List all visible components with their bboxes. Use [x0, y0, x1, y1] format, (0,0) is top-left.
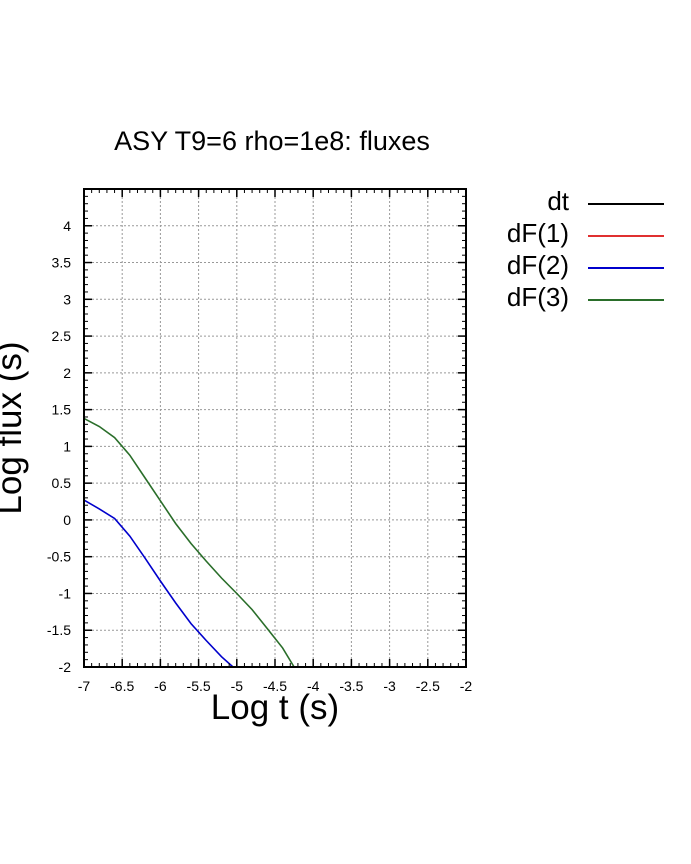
y-tick-label: 3 — [63, 291, 71, 307]
x-tick-label: -5.5 — [187, 678, 211, 694]
y-axis-title: Log flux (s) — [0, 341, 29, 514]
x-tick-label: -3.5 — [339, 678, 363, 694]
y-tick-label: 2.5 — [52, 328, 72, 344]
y-tick-label: 0 — [63, 512, 71, 528]
x-tick-labels: -7 -6.5 -6 -5.5 -5 -4.5 -4 -3.5 -3 -2.5 -2 — [78, 678, 473, 694]
legend-label: dt — [547, 186, 569, 216]
x-tick-label: -3 — [383, 678, 396, 694]
x-tick-label: -6.5 — [110, 678, 134, 694]
x-tick-label: -6 — [154, 678, 167, 694]
y-tick-label: 1 — [63, 438, 71, 454]
x-tick-label: -5 — [231, 678, 244, 694]
x-tick-label: -4.5 — [263, 678, 287, 694]
x-tick-label: -7 — [78, 678, 91, 694]
series-line-df3 — [83, 417, 295, 668]
series-line-df2 — [83, 499, 234, 668]
x-axis-title: Log t (s) — [211, 688, 339, 727]
y-tick-label: 0.5 — [52, 475, 72, 491]
x-tick-label: -2.5 — [416, 678, 440, 694]
legend-label: dF(1) — [507, 218, 569, 248]
grid — [84, 189, 466, 667]
plot-frame — [83, 188, 467, 668]
y-tick-label: 3.5 — [52, 255, 72, 271]
y-tick-label: -1.5 — [47, 622, 71, 638]
y-tick-label: -2 — [59, 659, 72, 675]
y-tick-label: 1.5 — [52, 402, 72, 418]
y-tick-label: 2 — [63, 365, 71, 381]
x-tick-label: -4 — [307, 678, 320, 694]
x-tick-label: -2 — [460, 678, 473, 694]
legend-label: dF(3) — [507, 282, 569, 312]
y-tick-label: -0.5 — [47, 549, 71, 565]
y-tick-labels: -2 -1.5 -1 -0.5 0 0.5 1 1.5 2 2.5 3 3.5 4 — [47, 218, 71, 675]
y-tick-label: 4 — [63, 218, 71, 234]
series-layer — [83, 417, 295, 668]
chart-title: ASY T9=6 rho=1e8: fluxes — [114, 126, 430, 156]
legend-label: dF(2) — [507, 250, 569, 280]
y-tick-label: -1 — [59, 585, 72, 601]
ticks — [83, 189, 467, 668]
